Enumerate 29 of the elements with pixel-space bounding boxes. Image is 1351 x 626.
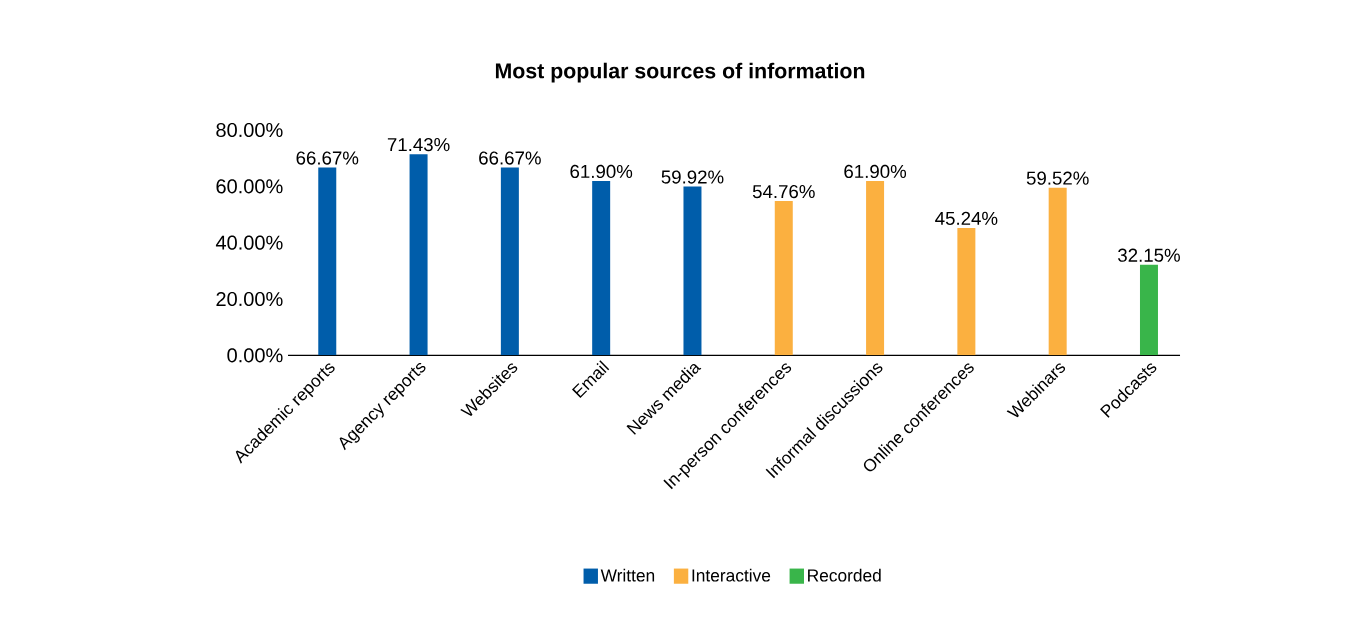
data-label: 66.67% bbox=[296, 151, 359, 165]
data-label: 32.15% bbox=[1118, 248, 1180, 262]
chart-title: Most popular sources of information bbox=[495, 62, 865, 83]
bar bbox=[500, 167, 519, 356]
data-label: 71.43% bbox=[387, 137, 450, 152]
legend-label: Written bbox=[600, 568, 655, 582]
data-label: 59.92% bbox=[661, 170, 724, 184]
bar bbox=[683, 186, 702, 356]
bar bbox=[774, 201, 793, 356]
y-tick-label: 40.00% bbox=[215, 235, 283, 250]
y-tick-label: 0.00% bbox=[227, 348, 283, 363]
bar bbox=[1139, 264, 1158, 356]
data-label: 61.90% bbox=[570, 164, 633, 179]
data-label: 61.90% bbox=[844, 164, 907, 179]
legend-label: Interactive bbox=[692, 568, 771, 582]
data-label: 54.76% bbox=[752, 184, 815, 199]
legend-label: Recorded bbox=[808, 568, 881, 582]
bar bbox=[957, 227, 976, 356]
data-label: 66.67% bbox=[479, 151, 541, 165]
y-tick-label: 20.00% bbox=[216, 291, 283, 307]
bar bbox=[318, 167, 337, 356]
y-tick-label: 60.00% bbox=[216, 179, 283, 194]
bar bbox=[866, 180, 885, 356]
data-label: 59.52% bbox=[1026, 171, 1089, 185]
data-label: 45.24% bbox=[935, 211, 998, 225]
y-tick-label: 80.00% bbox=[216, 122, 283, 138]
bar bbox=[592, 180, 611, 356]
bar bbox=[409, 154, 428, 356]
bar bbox=[1048, 187, 1067, 356]
